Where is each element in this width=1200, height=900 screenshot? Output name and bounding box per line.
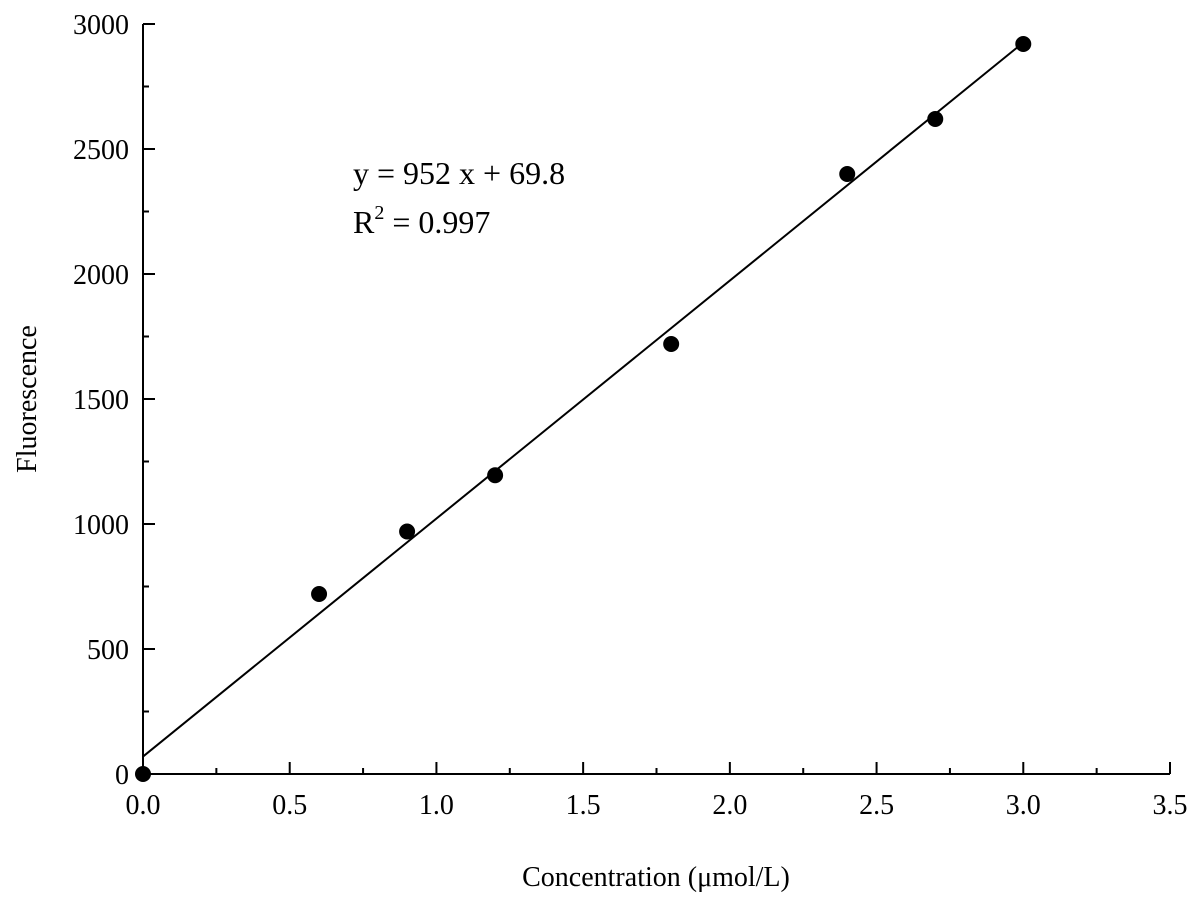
y-tick-label: 500 [87,635,129,666]
x-tick-label: 1.5 [566,790,601,821]
y-axis-title: Fluorescence [12,325,43,473]
y-ticks: 0 500 1000 1500 2000 2500 3000 [73,10,155,791]
r-squared: R2 = 0.997 [353,202,490,240]
x-tick-label: 3.5 [1153,790,1188,821]
x-tick-label: 0.5 [272,790,307,821]
y-tick-label: 2000 [73,260,129,291]
y-tick-label: 0 [115,760,129,791]
data-point [1015,36,1032,52]
x-tick-label: 1.0 [419,790,454,821]
y-tick-label: 1500 [73,385,129,416]
x-tick-label: 2.5 [859,790,894,821]
data-point [135,766,151,782]
data-point [663,336,680,352]
y-tick-label: 3000 [73,10,129,41]
y-tick-label: 1000 [73,510,129,541]
axes [142,24,1170,775]
y-tick-label: 2500 [73,135,129,166]
data-point [487,467,504,484]
x-axis-title: Concentration (μmol/L) [522,862,790,893]
r-squared-suffix: = 0.997 [384,204,490,240]
data-point [839,166,856,182]
data-point [311,586,328,602]
data-point [399,523,416,540]
x-tick-label: 0.0 [126,790,161,821]
x-tick-label: 2.0 [712,790,747,821]
data-point [927,111,944,127]
x-ticks: 0.0 0.5 1.0 1.5 2.0 2.5 3.0 3.5 [126,762,1188,821]
r-squared-prefix: R [353,204,375,240]
data-points [135,36,1032,782]
fit-equation: y = 952 x + 69.8 [353,155,565,191]
x-tick-label: 3.0 [1006,790,1041,821]
r-squared-superscript: 2 [374,202,384,224]
fit-line [142,41,1024,758]
